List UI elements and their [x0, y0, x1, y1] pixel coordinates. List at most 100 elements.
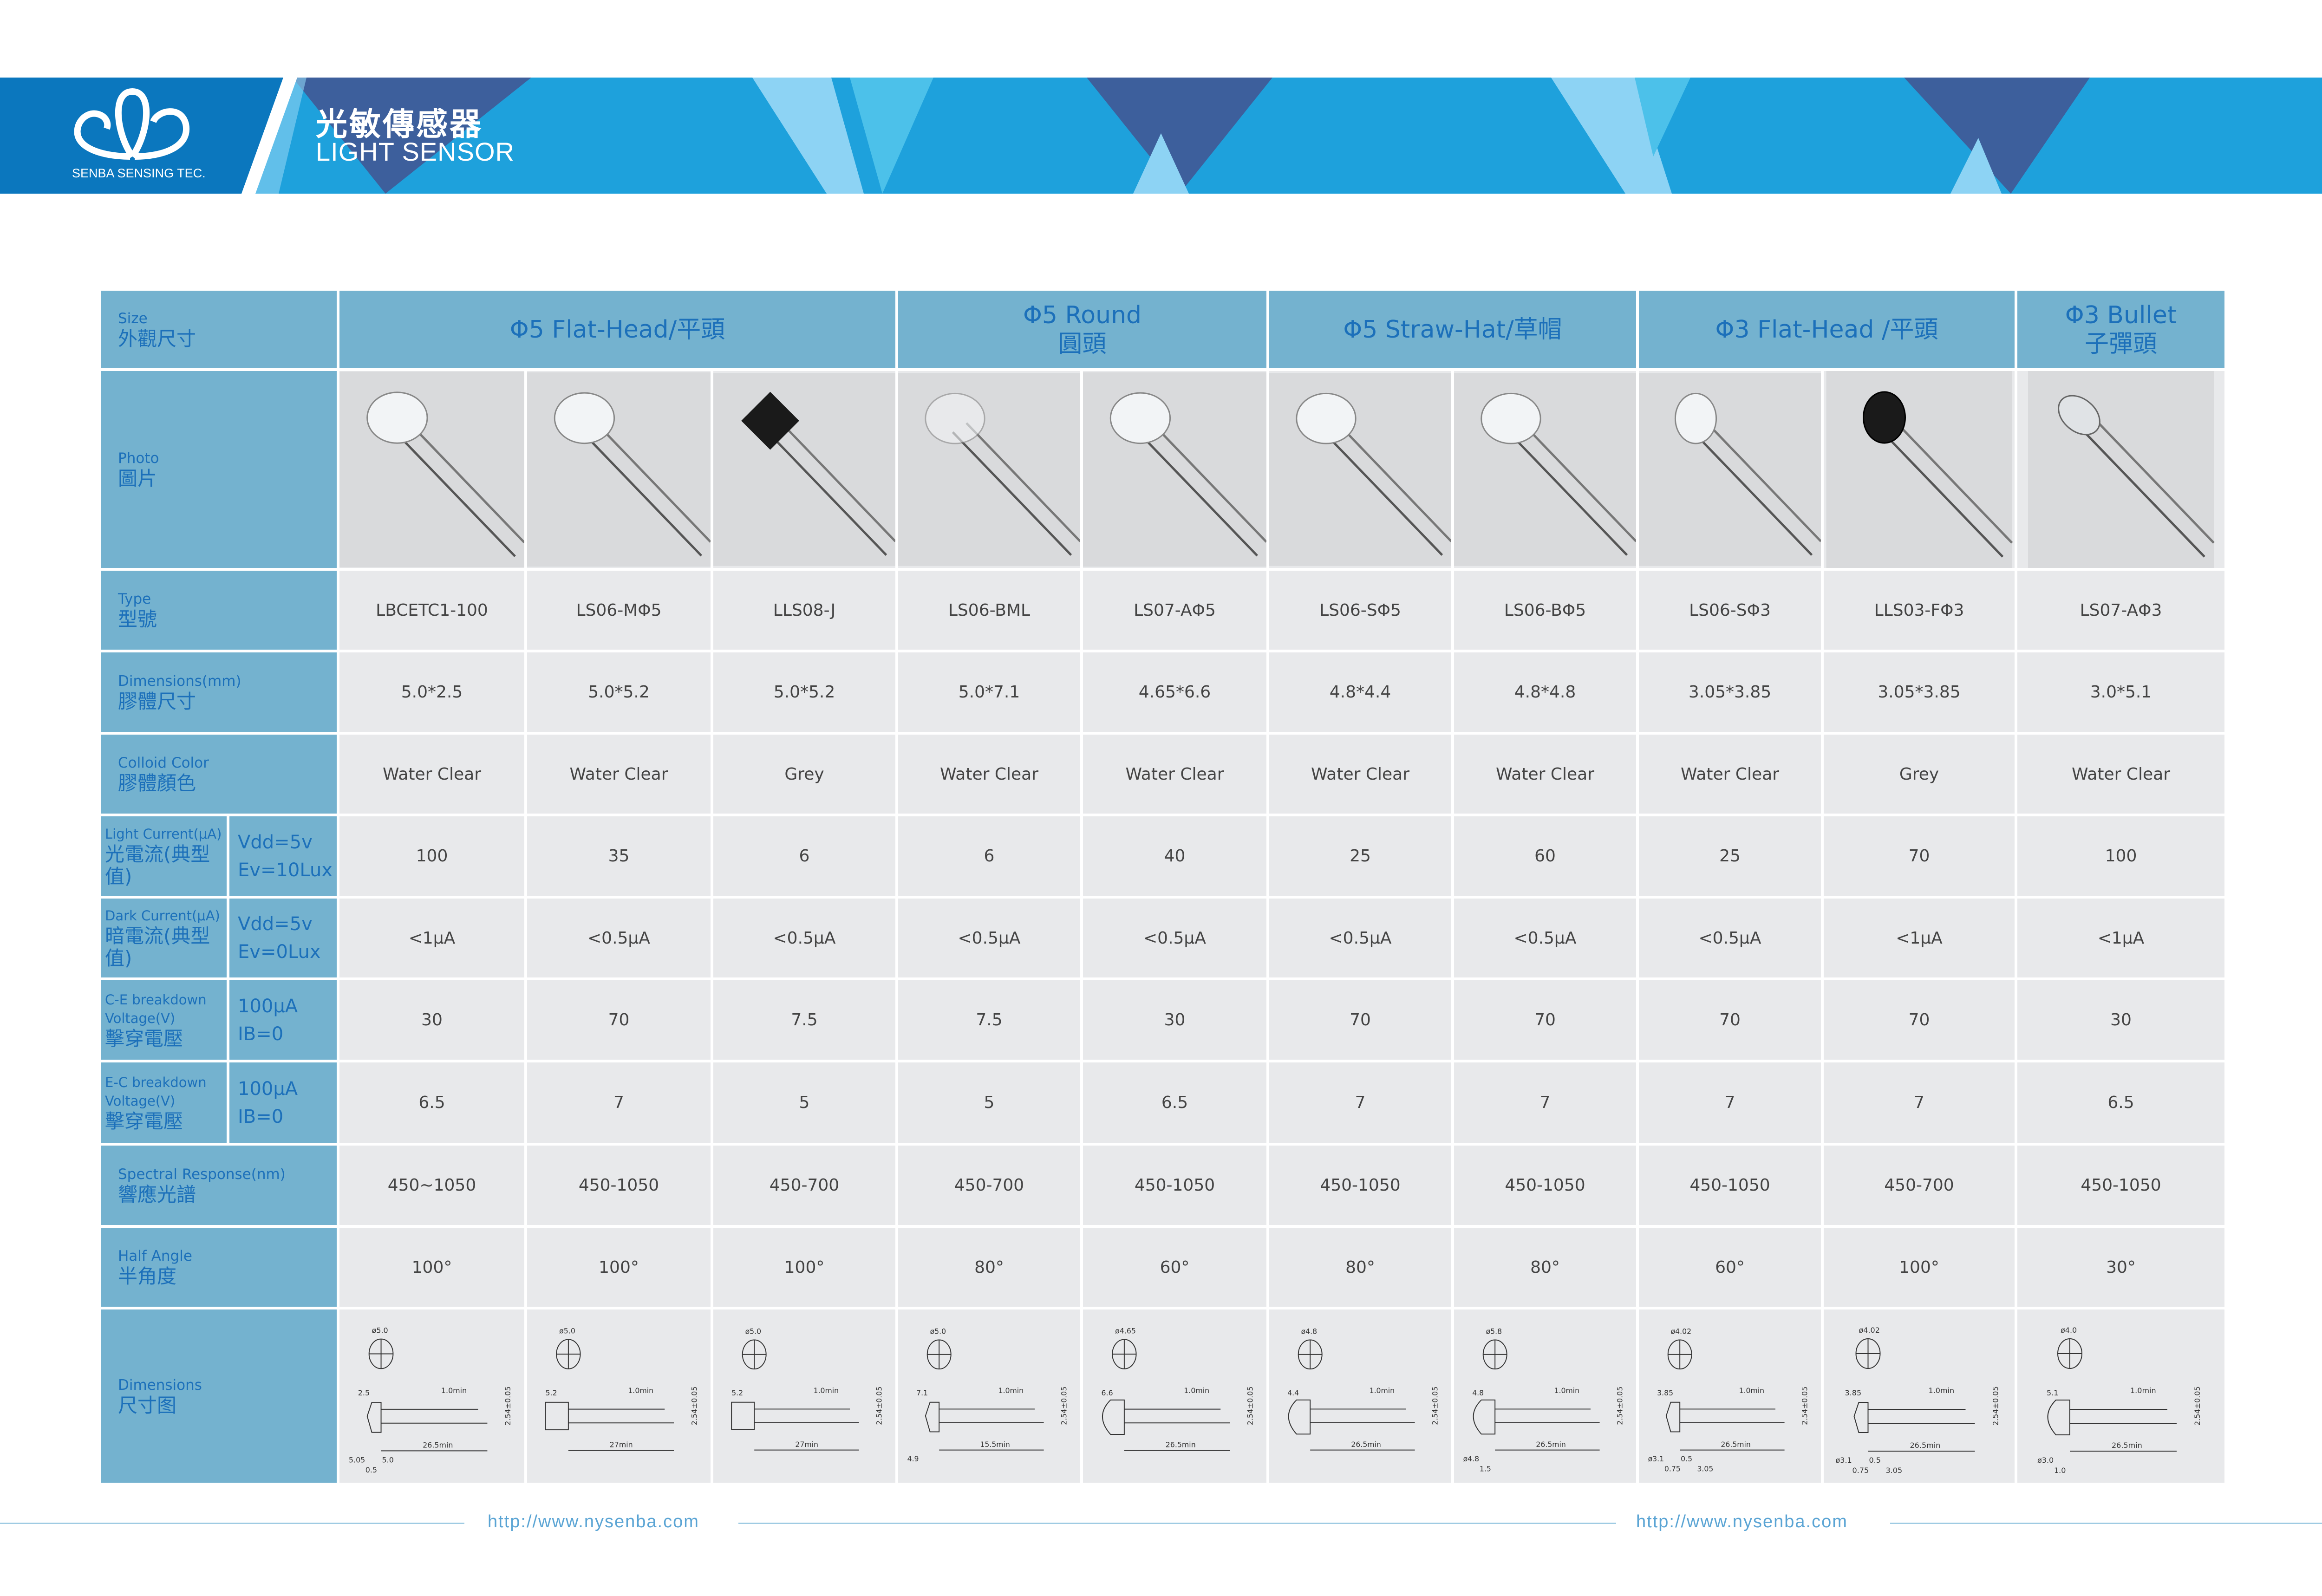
- color-value: Grey: [784, 764, 824, 784]
- half-angle-cell: 100°: [339, 1228, 524, 1307]
- half-angle-value: 80°: [1530, 1257, 1560, 1277]
- type-cell: LS06-SΦ3: [1639, 571, 1821, 650]
- ec-breakdown-value: 7: [1914, 1093, 1924, 1112]
- spectral-cell: 450-1050: [1269, 1146, 1451, 1225]
- row-label: C-E breakdown Voltage(V) 擊穿電壓: [101, 980, 227, 1060]
- dark-current-value: <0.5μA: [1143, 928, 1206, 948]
- dark-current-cell: <0.5μA: [713, 899, 895, 977]
- size-label-chinese: 外觀尺寸: [118, 327, 196, 350]
- diameter-label: ø5.0: [559, 1327, 575, 1335]
- type-value: LS06-BΦ5: [1504, 600, 1586, 620]
- dark-current-cell: <1μA: [2017, 899, 2224, 977]
- ec-breakdown-cell: 5: [898, 1062, 1080, 1143]
- ce-breakdown-value: 7.5: [976, 1010, 1003, 1029]
- package-group-title: Φ5 Flat-Head/平頭: [509, 315, 725, 344]
- dark-current-cell: <1μA: [339, 899, 524, 977]
- color-cell: Water Clear: [527, 735, 711, 814]
- dimension-drawing: ø5.8 4.8 26.5min 1.0min 2.54±0.05 ø4.81.5: [1463, 1327, 1624, 1473]
- ec-breakdown-cell: 5: [713, 1062, 895, 1143]
- light-current-value: 6: [799, 847, 810, 866]
- senba-logo: [74, 88, 190, 160]
- dimension-label: 0.5: [1869, 1456, 1881, 1465]
- dimension-label: 5.0: [382, 1455, 394, 1464]
- half-angle-value: 100°: [411, 1257, 452, 1277]
- dimension-drawing: ø5.0 7.1 15.5min 1.0min 2.54±0.05 4.9: [907, 1327, 1069, 1463]
- spectral-cell: 450-1050: [1083, 1146, 1266, 1225]
- round-clear-led-icon: [527, 372, 711, 567]
- page-title-chinese: 光敏傳感器: [316, 106, 483, 143]
- light-current-value: 25: [1719, 847, 1741, 866]
- ce-breakdown-cell: 7.5: [898, 980, 1080, 1060]
- test-condition: Vdd=5v Ev=0Lux: [229, 899, 337, 977]
- diameter-label: ø4.65: [1115, 1327, 1136, 1335]
- color-value: Water Clear: [1495, 764, 1594, 784]
- ec-breakdown-value: 6.5: [1161, 1093, 1188, 1112]
- ec-breakdown-cell: 7: [1824, 1062, 2015, 1143]
- dimensions-cell: 3.05*3.85: [1639, 652, 1821, 732]
- ce-breakdown-value: 70: [1350, 1010, 1371, 1029]
- half-angle-cell: 80°: [1269, 1228, 1451, 1307]
- dark-current-value: <0.5μA: [1329, 928, 1392, 948]
- dimension-label: 4.9: [907, 1454, 919, 1463]
- dimension-drawing-cell: ø4.8 4.4 26.5min 1.0min 2.54±0.05: [1269, 1309, 1451, 1483]
- diameter-label: ø4.0: [2061, 1326, 2077, 1335]
- dimension-label: ø3.1: [1648, 1454, 1664, 1463]
- test-condition-line: IB=0: [238, 1023, 284, 1045]
- round-clear-led-icon: [1083, 372, 1266, 567]
- half-angle-value: 80°: [974, 1257, 1004, 1277]
- dimension-label: ø4.8: [1463, 1454, 1480, 1463]
- light-current-cell: 100: [339, 816, 524, 896]
- row-label: Half Angle 半角度: [101, 1228, 337, 1307]
- package-group-title: 子彈頭: [2084, 330, 2157, 358]
- light-current-value: 6: [984, 847, 995, 866]
- size-header: Size 外觀尺寸: [101, 291, 337, 368]
- lead-offset-label: 1.0min: [628, 1386, 653, 1395]
- straw-hat-led-icon: [1269, 373, 1451, 566]
- row-label-chinese: 膠體顏色: [118, 772, 196, 795]
- dimension-label: 0.5: [365, 1466, 377, 1474]
- dark-current-cell: <0.5μA: [527, 899, 711, 977]
- light-current-cell: 25: [1269, 816, 1451, 896]
- footer-url-link[interactable]: http://www.nysenba.com: [488, 1512, 699, 1531]
- dimension-drawing: ø5.0 5.2 27min 1.0min 2.54±0.05: [731, 1327, 884, 1451]
- package-group-header: Φ5 Round 圓頭: [898, 291, 1266, 368]
- color-cell: Grey: [713, 735, 895, 814]
- ce-breakdown-value: 70: [1719, 1010, 1741, 1029]
- type-value: LS07-AΦ3: [2080, 600, 2162, 620]
- lead-length-label: 26.5min: [1721, 1440, 1750, 1449]
- body-length-label: 4.8: [1472, 1388, 1484, 1397]
- ce-breakdown-value: 70: [608, 1010, 630, 1029]
- color-cell: Water Clear: [898, 735, 1080, 814]
- row-label-chinese: 暗電流(典型值): [105, 925, 210, 970]
- row-label-chinese: 尺寸图: [118, 1394, 177, 1417]
- size-label-english: Size: [118, 310, 148, 327]
- spectral-cell: 450-1050: [527, 1146, 711, 1225]
- footer-url-link[interactable]: http://www.nysenba.com: [1636, 1512, 1848, 1531]
- round-frosted-led-icon: [898, 373, 1080, 566]
- row-label: Spectral Response(nm) 響應光譜: [101, 1146, 337, 1225]
- dimension-drawing-cell: ø4.65 6.6 26.5min 1.0min 2.54±0.05: [1083, 1309, 1266, 1483]
- package-group-title: Φ3 Flat-Head /平頭: [1715, 315, 1938, 344]
- lead-offset-label: 1.0min: [1554, 1386, 1579, 1395]
- type-value: LLS03-FΦ3: [1874, 600, 1964, 620]
- color-cell: Water Clear: [339, 735, 524, 814]
- lead-pitch-label: 2.54±0.05: [2193, 1386, 2202, 1426]
- dimension-drawing-cell: ø5.0 5.2 27min 1.0min 2.54±0.05: [713, 1309, 895, 1483]
- color-value: Water Clear: [1680, 764, 1779, 784]
- dimensions-cell: 5.0*5.2: [527, 652, 711, 732]
- body-length-label: 4.4: [1287, 1388, 1299, 1397]
- flat-clear-led-icon: [339, 371, 524, 567]
- lead-pitch-label: 2.54±0.05: [503, 1387, 512, 1426]
- half-angle-cell: 30°: [2017, 1228, 2224, 1307]
- ec-breakdown-value: 6.5: [418, 1093, 445, 1112]
- type-cell: LS07-AΦ3: [2017, 571, 2224, 650]
- lead-offset-label: 1.0min: [2130, 1386, 2156, 1395]
- lead-pitch-label: 2.54±0.05: [1800, 1387, 1809, 1425]
- ce-breakdown-value: 30: [1164, 1010, 1186, 1029]
- lead-length-label: 26.5min: [1536, 1440, 1565, 1449]
- row-label-english-2: Voltage(V): [105, 1093, 176, 1109]
- test-condition-line: Vdd=5v: [238, 831, 313, 853]
- type-value: LS06-SΦ5: [1319, 600, 1401, 620]
- type-cell: LS06-BML: [898, 571, 1080, 650]
- half-angle-cell: 100°: [713, 1228, 895, 1307]
